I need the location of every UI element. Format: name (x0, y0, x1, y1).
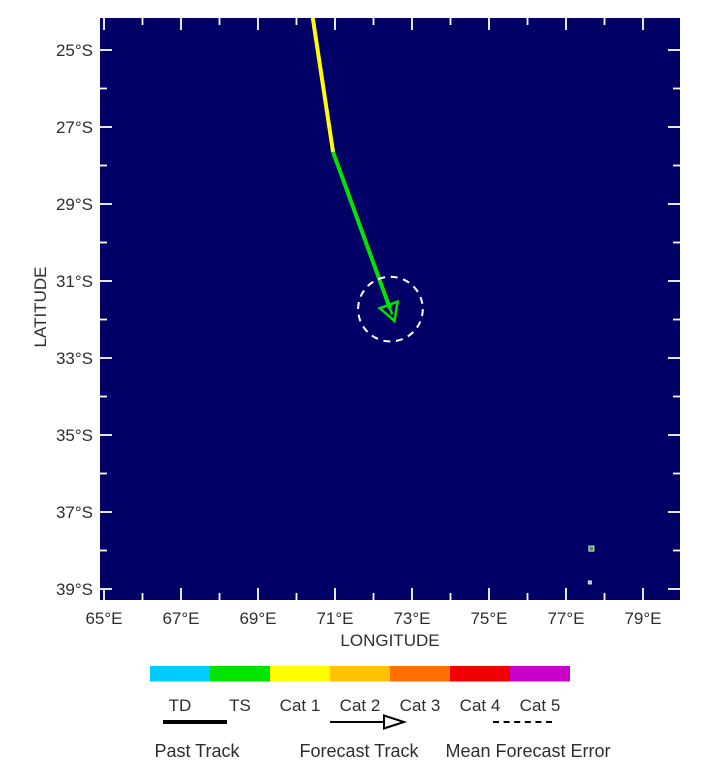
legend-category-label: TD (169, 696, 192, 715)
x-axis-title: LONGITUDE (340, 631, 439, 650)
forecast-arrowhead (377, 299, 400, 324)
x-tick-labels: 65°E 67°E 69°E 71°E 73°E 75°E 77°E 79°E (85, 609, 661, 628)
legend-color-swatch (510, 666, 570, 682)
past-track-caption: Past Track (154, 741, 240, 760)
x-tick-label: 75°E (470, 609, 507, 628)
island (588, 545, 595, 552)
legend-category-label: Cat 1 (280, 696, 321, 715)
legend-category-label: Cat 3 (400, 696, 441, 715)
intensity-color-bar (150, 666, 570, 682)
legend-color-swatch (270, 666, 330, 682)
y-tick-label: 31°S (56, 272, 93, 291)
y-tick-label: 35°S (56, 426, 93, 445)
y-axis-title: LATITUDE (31, 267, 50, 348)
y-tick-label: 37°S (56, 503, 93, 522)
intensity-category-labels: TD TS Cat 1 Cat 2 Cat 3 Cat 4 Cat 5 (169, 696, 561, 715)
legend: TD TS Cat 1 Cat 2 Cat 3 Cat 4 Cat 5 Past Track… (150, 666, 611, 761)
legend-color-swatch (210, 666, 270, 682)
mean-forecast-error-caption: Mean Forecast Error (445, 741, 610, 760)
x-tick-label: 71°E (316, 609, 353, 628)
forecast-error-circle (357, 275, 424, 343)
legend-category-label: TS (229, 696, 251, 715)
legend-color-swatch (150, 666, 210, 682)
map-content (310, 18, 595, 585)
axis-ticks (100, 18, 680, 600)
forecast-arrowhead-tip (388, 308, 394, 315)
island (587, 580, 592, 585)
y-tick-label: 33°S (56, 349, 93, 368)
x-tick-label: 77°E (547, 609, 584, 628)
forecast-track-line (331, 151, 392, 310)
y-tick-labels: 25°S 27°S 29°S 31°S 33°S 35°S 37°S 39°S (56, 41, 93, 599)
y-tick-label: 39°S (56, 580, 93, 599)
legend-color-swatch (330, 666, 390, 682)
forecast-track-caption: Forecast Track (299, 741, 419, 760)
past-track-line (310, 18, 336, 153)
x-tick-label: 69°E (239, 609, 276, 628)
x-tick-label: 73°E (393, 609, 430, 628)
legend-category-label: Cat 4 (460, 696, 501, 715)
legend-color-swatch (390, 666, 450, 682)
legend-category-label: Cat 2 (340, 696, 381, 715)
y-tick-label: 25°S (56, 41, 93, 60)
x-tick-label: 65°E (85, 609, 122, 628)
legend-color-swatch (450, 666, 510, 682)
y-tick-label: 27°S (56, 118, 93, 137)
y-tick-label: 29°S (56, 195, 93, 214)
x-tick-label: 67°E (162, 609, 199, 628)
legend-category-label: Cat 5 (520, 696, 561, 715)
x-tick-label: 79°E (624, 609, 661, 628)
forecast-track-symbol-arrowhead (383, 714, 408, 730)
